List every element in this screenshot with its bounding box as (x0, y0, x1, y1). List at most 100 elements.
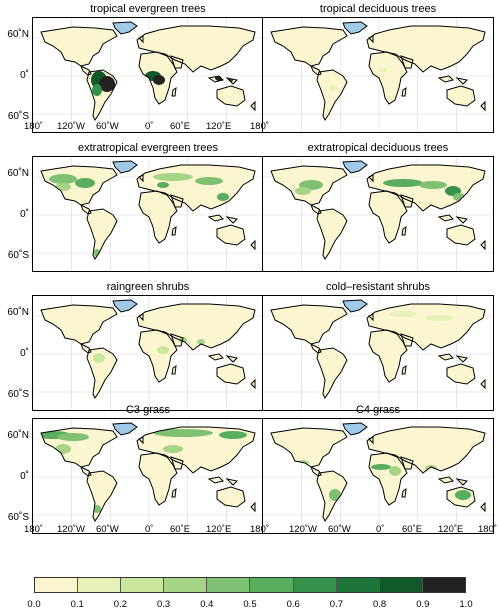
colorbar (34, 577, 466, 593)
coastline (170, 55, 184, 69)
coastline (225, 77, 239, 85)
coastline (342, 422, 368, 436)
vegetation-patch (371, 464, 391, 470)
map (262, 295, 494, 411)
lon-label: 180˚ (24, 524, 44, 535)
lon-label: 60˚E (170, 121, 191, 132)
coastline (138, 190, 178, 244)
land (41, 27, 117, 66)
ice-sheet (113, 161, 137, 173)
coastline (446, 363, 476, 385)
coastline (250, 100, 256, 112)
coastline (270, 304, 348, 345)
coastline (480, 100, 486, 112)
coastline (138, 452, 178, 506)
coastline (446, 224, 476, 246)
lon-label: 60˚E (402, 524, 423, 535)
coastline (480, 239, 486, 251)
coastline (368, 35, 374, 44)
lat-label: 60˚S (7, 389, 29, 400)
vegetation-patch (389, 311, 417, 317)
coastline (455, 355, 469, 363)
coastline (455, 216, 469, 224)
vegetation-patch (217, 193, 229, 201)
coastline (80, 342, 92, 354)
coastline (455, 77, 469, 85)
coastline (400, 55, 414, 69)
coastline (368, 329, 408, 383)
coastline (171, 225, 177, 236)
coastline (138, 329, 178, 383)
coastline (437, 75, 454, 83)
coastline (138, 51, 178, 105)
land (367, 26, 485, 72)
coastline (170, 194, 184, 208)
lon-label: 120˚E (206, 121, 232, 132)
coastline (342, 160, 368, 174)
ice-sheet (113, 423, 137, 435)
lon-label: 120˚W (57, 121, 85, 132)
ice-sheet (113, 22, 137, 34)
panel-title: tropical deciduous trees (319, 3, 437, 15)
colorbar-tick-label: 0.9 (416, 599, 430, 610)
panel-title: C3 grass (125, 404, 171, 416)
vegetation-patch (219, 431, 247, 439)
coastline (368, 190, 408, 244)
coastline (400, 333, 414, 347)
coastline (216, 85, 246, 107)
coastline (480, 378, 486, 390)
coastline (400, 456, 414, 470)
coastline (437, 353, 454, 361)
vegetation-patch (378, 68, 388, 72)
coastline (112, 422, 138, 436)
vegetation-patch (153, 429, 213, 437)
lon-label: 120˚E (206, 524, 232, 535)
vegetation-patch (419, 181, 447, 189)
panel-title: cold–resistant shrubs (326, 281, 430, 293)
coastline (112, 21, 138, 35)
vegetation-patch (389, 466, 401, 476)
lat-label: 60˚N (7, 29, 29, 40)
lon-label: 180˚ (250, 121, 270, 132)
coastline (401, 225, 407, 236)
map-svg (33, 419, 263, 533)
coastline (437, 476, 454, 484)
coastline (446, 85, 476, 107)
land (447, 225, 475, 245)
land (217, 225, 245, 245)
land (481, 102, 485, 110)
ice-sheet (343, 22, 367, 34)
colorbar-swatch (336, 578, 380, 592)
coastline (480, 501, 486, 513)
lon-label: 0˚ (145, 121, 154, 132)
coastline (455, 478, 469, 486)
colorbar-tick-label: 0.6 (286, 599, 300, 610)
coastline (316, 69, 348, 121)
lat-label: 0˚ (20, 348, 29, 359)
vegetation-patch (157, 182, 169, 188)
coastline (138, 35, 144, 44)
map (32, 17, 264, 133)
land (137, 427, 255, 473)
vegetation-patch (455, 490, 471, 500)
vegetation-patch (49, 174, 77, 184)
vegetation-patch (153, 75, 165, 85)
coastline (170, 456, 184, 470)
panel-title: tropical evergreen trees (90, 3, 206, 15)
lat-label: 60˚N (7, 307, 29, 318)
land (251, 102, 255, 110)
lon-label: 60˚W (96, 121, 119, 132)
land (41, 305, 117, 344)
coastline (171, 487, 177, 498)
coastline (86, 208, 118, 260)
land (137, 304, 255, 350)
vegetation-patch (75, 178, 95, 188)
coastline (80, 64, 92, 76)
lon-label: 120˚E (438, 524, 464, 535)
colorbar-swatch (207, 578, 251, 592)
lat-label: 60˚N (7, 430, 29, 441)
vegetation-patch (295, 187, 311, 195)
land (217, 86, 245, 106)
coastline (446, 486, 476, 508)
coastline (171, 86, 177, 97)
